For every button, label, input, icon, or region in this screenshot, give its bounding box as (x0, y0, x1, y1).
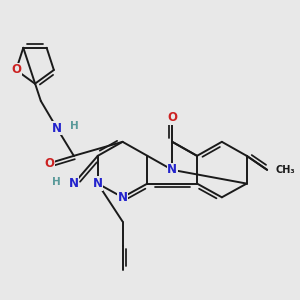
Text: N: N (93, 177, 103, 190)
Text: O: O (11, 64, 21, 76)
Text: H: H (70, 121, 79, 131)
Text: N: N (118, 191, 128, 204)
Text: N: N (167, 164, 177, 176)
Text: O: O (45, 157, 55, 169)
Text: N: N (52, 122, 62, 135)
Text: O: O (167, 111, 177, 124)
Text: N: N (69, 177, 79, 190)
Text: CH₃: CH₃ (275, 165, 295, 175)
Text: H: H (52, 177, 61, 187)
